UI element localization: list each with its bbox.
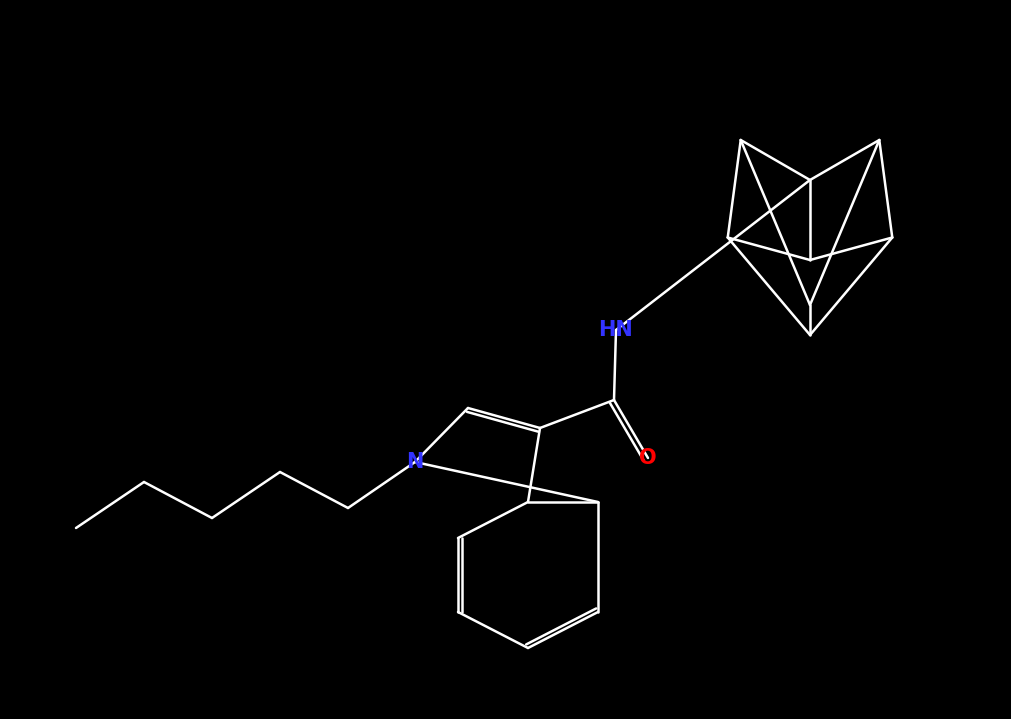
Text: O: O xyxy=(639,448,657,468)
Text: N: N xyxy=(406,452,424,472)
Text: HN: HN xyxy=(599,320,633,340)
